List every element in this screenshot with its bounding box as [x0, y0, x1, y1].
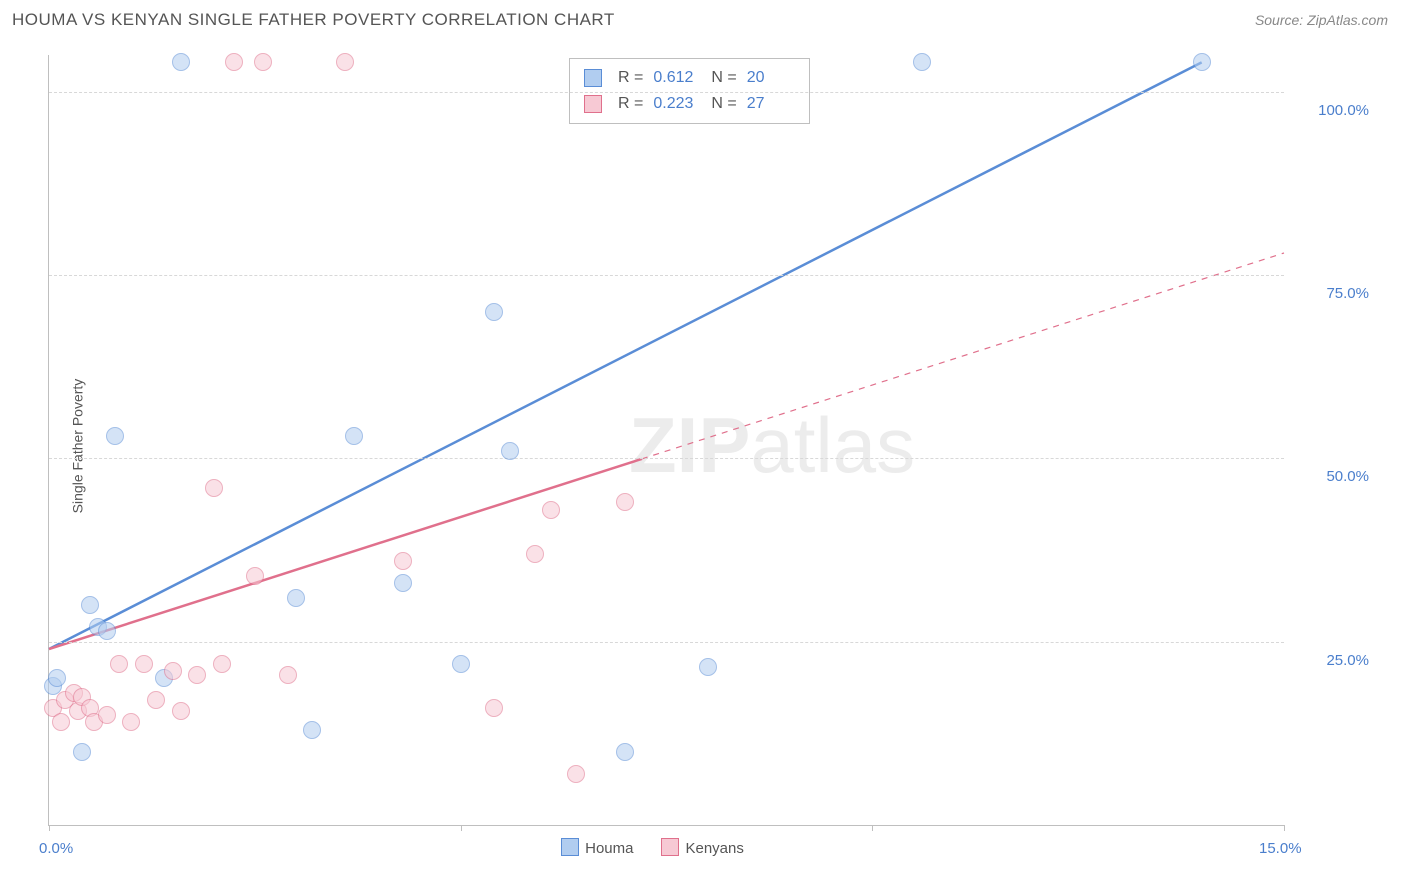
- data-point: [213, 655, 231, 673]
- data-point: [501, 442, 519, 460]
- x-tick: [49, 825, 50, 831]
- data-point: [254, 53, 272, 71]
- data-point: [303, 721, 321, 739]
- chart-title: HOUMA VS KENYAN SINGLE FATHER POVERTY CO…: [12, 10, 615, 30]
- legend-r-value: 0.223: [653, 91, 701, 117]
- gridline: [49, 458, 1284, 459]
- y-tick-label: 75.0%: [1326, 285, 1369, 302]
- data-point: [98, 706, 116, 724]
- y-tick-label: 50.0%: [1326, 468, 1369, 485]
- legend-n-value: 27: [747, 91, 795, 117]
- series-legend: Houma Kenyans: [49, 838, 1284, 857]
- x-tick: [872, 825, 873, 831]
- legend-swatch: [584, 95, 602, 113]
- legend-n-label: N =: [711, 65, 736, 91]
- data-point: [287, 589, 305, 607]
- data-point: [452, 655, 470, 673]
- x-tick: [461, 825, 462, 831]
- source-attribution: Source: ZipAtlas.com: [1255, 12, 1388, 28]
- y-tick-label: 100.0%: [1318, 102, 1369, 119]
- data-point: [135, 655, 153, 673]
- data-point: [913, 53, 931, 71]
- trend-lines: [49, 55, 1284, 825]
- data-point: [1193, 53, 1211, 71]
- data-point: [616, 743, 634, 761]
- data-point: [188, 666, 206, 684]
- legend-r-label: R =: [618, 65, 643, 91]
- data-point: [567, 765, 585, 783]
- data-point: [485, 699, 503, 717]
- data-point: [122, 713, 140, 731]
- data-point: [172, 53, 190, 71]
- x-tick: [1284, 825, 1285, 831]
- data-point: [172, 702, 190, 720]
- data-point: [147, 691, 165, 709]
- legend-label: Houma: [585, 840, 633, 857]
- legend-r-value: 0.612: [653, 65, 701, 91]
- data-point: [394, 574, 412, 592]
- data-point: [81, 596, 99, 614]
- data-point: [526, 545, 544, 563]
- data-point: [279, 666, 297, 684]
- gridline: [49, 275, 1284, 276]
- watermark: ZIPatlas: [629, 400, 915, 491]
- legend-n-label: N =: [711, 91, 736, 117]
- data-point: [48, 669, 66, 687]
- data-point: [225, 53, 243, 71]
- data-point: [699, 658, 717, 676]
- legend-r-label: R =: [618, 91, 643, 117]
- data-point: [345, 427, 363, 445]
- legend-n-value: 20: [747, 65, 795, 91]
- x-tick-label: 15.0%: [1259, 840, 1302, 857]
- legend-label: Kenyans: [685, 840, 743, 857]
- data-point: [246, 567, 264, 585]
- data-point: [485, 303, 503, 321]
- gridline: [49, 92, 1284, 93]
- legend-item: Kenyans: [661, 840, 743, 857]
- legend-row: R = 0.223 N = 27: [584, 91, 795, 117]
- data-point: [52, 713, 70, 731]
- data-point: [542, 501, 560, 519]
- data-point: [73, 743, 91, 761]
- legend-swatch: [584, 69, 602, 87]
- legend-swatch: [561, 838, 579, 856]
- legend-swatch: [661, 838, 679, 856]
- data-point: [616, 493, 634, 511]
- data-point: [394, 552, 412, 570]
- data-point: [336, 53, 354, 71]
- gridline: [49, 642, 1284, 643]
- legend-row: R = 0.612 N = 20: [584, 65, 795, 91]
- data-point: [98, 622, 116, 640]
- y-tick-label: 25.0%: [1326, 652, 1369, 669]
- data-point: [110, 655, 128, 673]
- data-point: [106, 427, 124, 445]
- data-point: [205, 479, 223, 497]
- scatter-chart: ZIPatlas R = 0.612N = 20R = 0.223N = 27 …: [48, 55, 1284, 826]
- x-tick-label: 0.0%: [39, 840, 73, 857]
- data-point: [164, 662, 182, 680]
- legend-item: Houma: [561, 840, 633, 857]
